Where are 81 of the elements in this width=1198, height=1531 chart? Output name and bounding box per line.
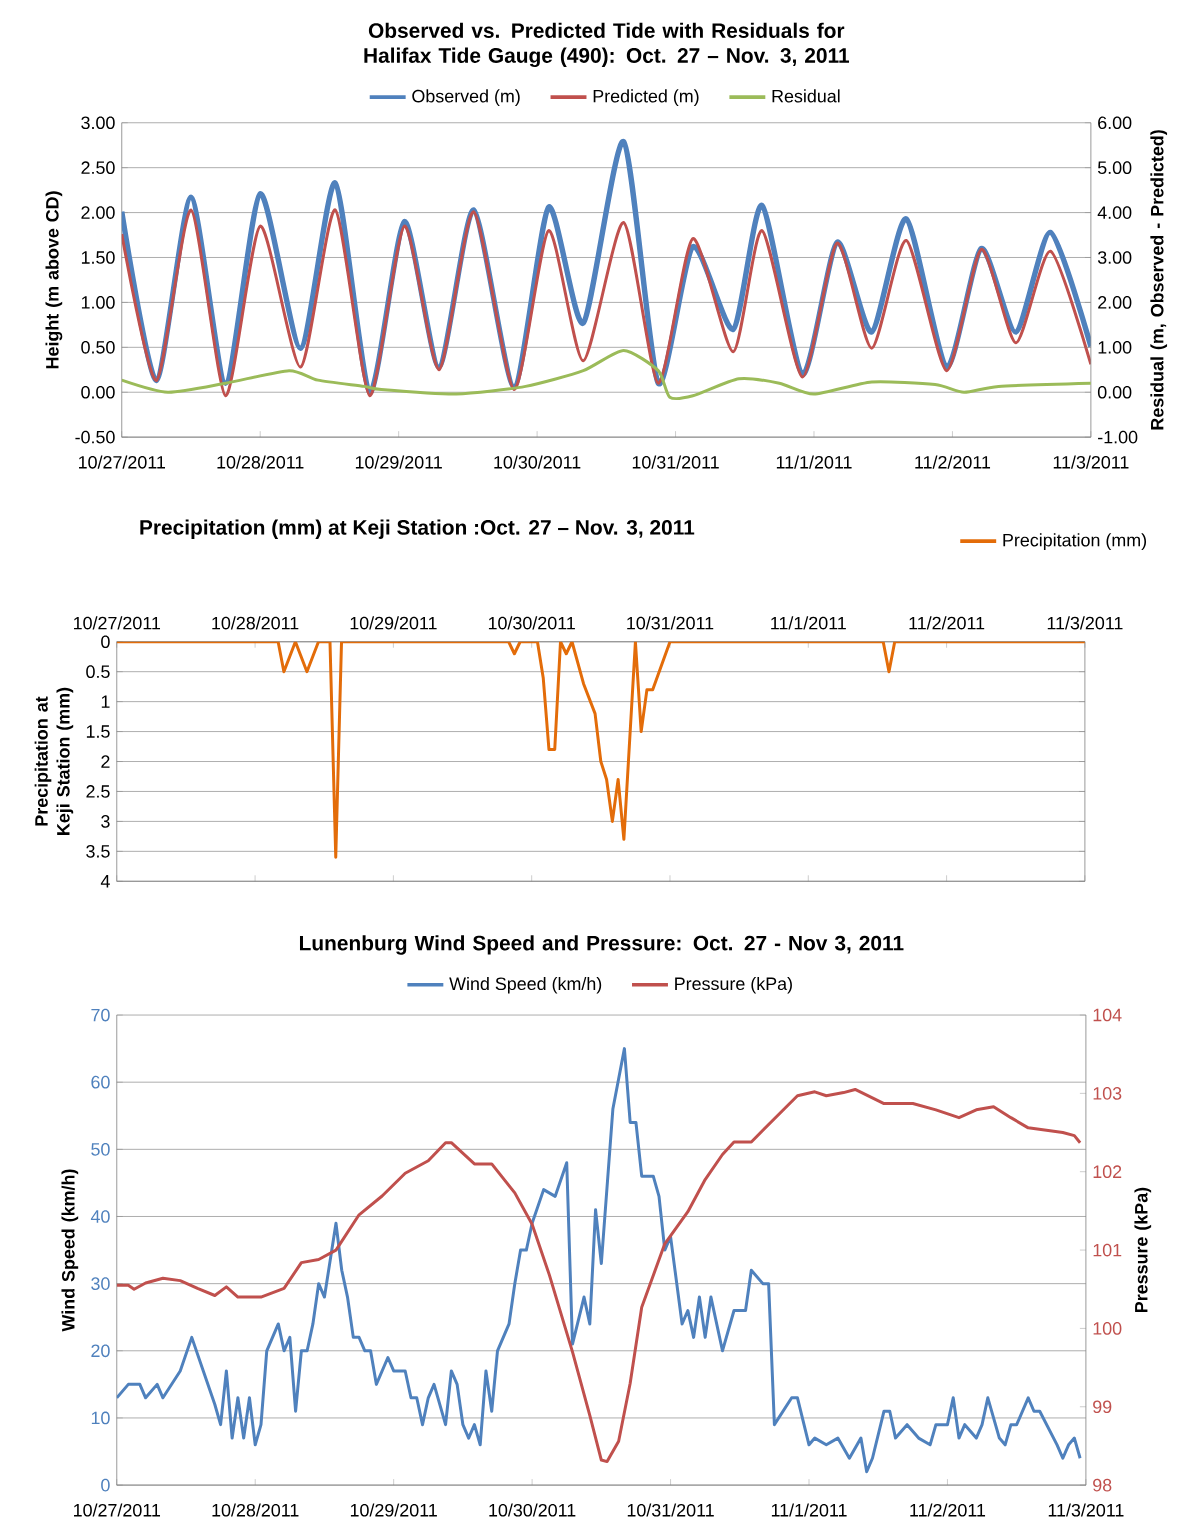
x-tick-label: 11/2/2011 [910, 1503, 986, 1517]
x-tick-label: 10/27/2011 [79, 455, 166, 469]
y-tick-label: 0.00 [81, 385, 115, 399]
y-tick-label: 1 [102, 695, 110, 708]
y2-tick-label: 99 [1093, 1400, 1112, 1414]
x-tick-label: 11/1/2011 [772, 1503, 847, 1517]
line-series [116, 641, 1086, 859]
x-tick-label: 11/3/2011 [1047, 616, 1123, 630]
y-tick-label: 40 [91, 1210, 110, 1223]
y2-tick-label: 5.00 [1098, 161, 1132, 175]
y-axis-title: Wind Speed (km/h) [61, 1169, 79, 1332]
y2-tick-label: 6.00 [1098, 116, 1132, 130]
y-tick-label: 2.50 [81, 161, 115, 175]
x-tick-label: 10/31/2011 [627, 616, 714, 630]
y-tick-label: 30 [91, 1277, 110, 1290]
y-tick-label: 3.00 [81, 116, 115, 130]
x-tick-label: 10/28/2011 [212, 616, 299, 630]
y2-tick-label: 102 [1093, 1165, 1122, 1179]
line-series [121, 348, 1092, 400]
y2-axis-title: Residual (m, Observed - Predicted) [1150, 130, 1168, 430]
y-tick-label: 2 [101, 755, 110, 768]
y-tick-label: 2.5 [86, 785, 110, 798]
x-tick-label: 10/29/2011 [356, 455, 443, 469]
x-tick-label: 10/29/2011 [351, 1503, 438, 1517]
x-tick-label: 10/29/2011 [350, 616, 437, 630]
x-tick-label: 11/2/2011 [909, 616, 985, 630]
legend-label: Wind Speed (km/h) [449, 976, 602, 994]
y2-tick-label: 4.00 [1097, 206, 1132, 219]
y2-tick-label: 104 [1093, 1008, 1122, 1022]
y-tick-label: 10 [92, 1411, 110, 1425]
y-axis-title: Height (m above CD) [45, 191, 63, 369]
y-axis-title: Precipitation at Keji Station (mm) [34, 687, 74, 835]
x-tick-label: 11/3/2011 [1048, 1503, 1124, 1517]
y2-tick-label: -1.00 [1098, 430, 1138, 444]
y-tick-label: 1.50 [82, 251, 115, 264]
y-tick-label: 3.5 [86, 844, 110, 858]
y-tick-label: 50 [91, 1142, 110, 1156]
y2-axis-title: Pressure (kPa) [1134, 1187, 1152, 1313]
chart-title: Observed vs. Predicted Tide with Residuals for Halifax Tide Gauge (490): Oct. 27 – Nov. 3, 2011 [364, 22, 850, 68]
x-tick-label: 10/30/2011 [489, 616, 576, 630]
y-tick-label: 0.50 [81, 340, 115, 354]
y-tick-label: 20 [91, 1344, 110, 1358]
x-tick-label: 11/2/2011 [915, 455, 991, 469]
x-tick-label: 10/27/2011 [74, 1503, 161, 1517]
x-tick-label: 11/3/2011 [1053, 455, 1129, 469]
y2-tick-label: 103 [1093, 1087, 1122, 1100]
y2-tick-label: 101 [1093, 1243, 1122, 1257]
y-tick-label: 2.00 [81, 206, 115, 219]
x-tick-label: 10/30/2011 [489, 1503, 576, 1517]
legend-label: Observed (m) [412, 89, 520, 107]
legend-label: Pressure (kPa) [675, 976, 793, 994]
x-tick-label: 10/27/2011 [74, 616, 161, 630]
x-tick-label: 10/28/2011 [212, 1503, 299, 1517]
x-tick-label: 10/31/2011 [632, 455, 719, 469]
x-tick-label: 10/28/2011 [217, 455, 304, 469]
y-tick-label: 3 [101, 815, 110, 828]
x-tick-label: 11/1/2011 [777, 455, 852, 469]
y-tick-label: 1.5 [87, 725, 110, 738]
legend-label: Predicted (m) [593, 89, 699, 107]
y-tick-label: 70 [91, 1008, 110, 1022]
y2-tick-label: 2.00 [1098, 296, 1132, 309]
chart-title: Precipitation (mm) at Keji Station :Oct. 27 – Nov. 3, 2011 [140, 519, 695, 539]
y2-tick-label: 100 [1093, 1322, 1122, 1335]
x-tick-label: 10/30/2011 [494, 455, 581, 469]
legend-label: Residual [772, 89, 840, 103]
y2-tick-label: 0.00 [1098, 385, 1132, 399]
y-tick-label: 60 [91, 1075, 110, 1089]
line-series [121, 208, 1092, 398]
y2-tick-label: 3.00 [1098, 251, 1132, 264]
y-tick-label: 4 [101, 875, 111, 888]
y-tick-label: 0.5 [86, 665, 110, 679]
y-tick-label: 1.00 [82, 296, 115, 309]
legend-label: Precipitation (mm) [1003, 533, 1147, 550]
y-tick-label: -0.50 [75, 430, 115, 444]
x-tick-label: 10/31/2011 [627, 1503, 714, 1517]
chart-title: Lunenburg Wind Speed and Pressure: Oct. 27 - Nov 3, 2011 [300, 935, 904, 955]
y-tick-label: 0 [101, 1478, 110, 1492]
y-tick-label: 0 [101, 635, 110, 649]
x-tick-label: 11/1/2011 [771, 616, 847, 630]
y2-tick-label: 98 [1093, 1478, 1112, 1492]
y2-tick-label: 1.00 [1098, 340, 1132, 354]
